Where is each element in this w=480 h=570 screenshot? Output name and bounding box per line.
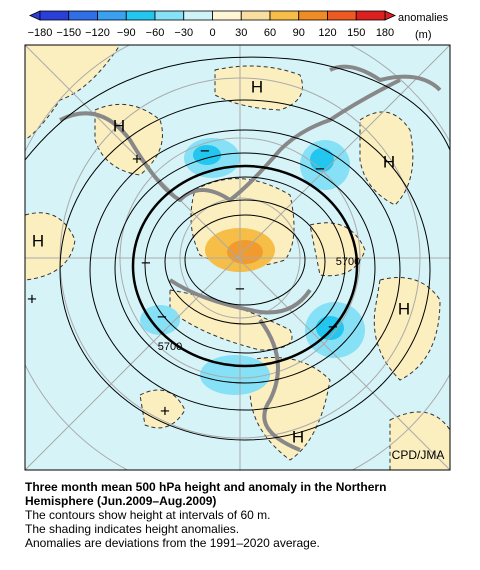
colorbar-bin bbox=[355, 10, 386, 21]
colorbar-bin bbox=[212, 10, 242, 21]
map-label: H bbox=[292, 427, 304, 446]
caption-text: The contours show height at intervals of… bbox=[25, 508, 320, 550]
map-ellipse bbox=[114, 152, 376, 384]
map-label: H bbox=[113, 116, 125, 135]
map-label: − bbox=[157, 307, 167, 326]
colorbar-bin bbox=[269, 10, 300, 21]
map-ellipse bbox=[131, 164, 359, 368]
colorbar-tick-label: −30 bbox=[174, 27, 193, 39]
colorbar-bin bbox=[298, 10, 328, 21]
map-label: H bbox=[251, 77, 263, 96]
map-ellipse bbox=[59, 99, 431, 441]
map-g: H H H H H H + + + − − − − − − bbox=[27, 77, 410, 446]
map-ellipse bbox=[310, 148, 334, 172]
colorbar-bin bbox=[154, 10, 185, 21]
map-g bbox=[59, 64, 442, 452]
caption-title: Three month mean 500 hPa height and anom… bbox=[25, 480, 386, 508]
colorbar: −180 −150 −120 −90 −60 −30 0 30 60 90 120 150 180 bbox=[28, 10, 396, 39]
figure: −180 −150 −120 −90 −60 −30 0 30 60 90 120 150 180 an… bbox=[24, 10, 451, 471]
map-label: − bbox=[200, 141, 210, 160]
map-path bbox=[373, 277, 441, 381]
map-ellipse bbox=[140, 305, 180, 335]
caption-title-line: Three month mean 500 hPa height and anom… bbox=[25, 480, 387, 494]
colorbar-tick-label: −180 bbox=[28, 27, 53, 39]
colorbar-tick-label: 60 bbox=[264, 27, 276, 39]
map-label: H bbox=[398, 299, 410, 318]
map-label: + bbox=[27, 289, 37, 308]
map-ellipse bbox=[144, 176, 346, 354]
colorbar-bin bbox=[97, 10, 127, 21]
colorbar-bin bbox=[183, 10, 213, 21]
map-ellipse bbox=[164, 199, 326, 325]
colorbar-arrow bbox=[29, 10, 41, 21]
colorbar-tick-label: −120 bbox=[85, 27, 110, 39]
colorbar-tick-label: 120 bbox=[318, 27, 336, 39]
colorbar-tick-label: 90 bbox=[293, 27, 305, 39]
colorbar-tick-label: 0 bbox=[209, 27, 215, 39]
map-path bbox=[258, 318, 301, 452]
map-line bbox=[25, 45, 450, 470]
map-label: H bbox=[383, 152, 395, 171]
colorbar-tick-label: −60 bbox=[146, 27, 165, 39]
colorbar-arrow bbox=[384, 10, 396, 21]
map-label: − bbox=[328, 317, 338, 336]
caption-line: The shading indicates height anomalies. bbox=[25, 522, 240, 536]
caption-line: Anomalies are deviations from the 1991–2… bbox=[25, 536, 320, 550]
map-path bbox=[59, 78, 401, 202]
map-label: H bbox=[32, 231, 44, 250]
map-g bbox=[25, 56, 450, 441]
map-ellipse bbox=[89, 129, 401, 411]
map-label: 5700 bbox=[158, 341, 182, 353]
map-label: − bbox=[315, 159, 325, 178]
colorbar-tick-label: −150 bbox=[56, 27, 81, 39]
colorbar-tick-label: −90 bbox=[117, 27, 136, 39]
map-path bbox=[214, 65, 303, 111]
colorbar-tick-label: 30 bbox=[235, 27, 247, 39]
map-label: 5700 bbox=[336, 256, 360, 268]
map-label: + bbox=[132, 149, 142, 168]
map-path bbox=[329, 64, 442, 92]
map-path bbox=[139, 389, 186, 429]
colorbar-bin bbox=[39, 10, 70, 21]
map: H H H H H H + + + − − − − − − 5700 5700 CPD/JMA bbox=[25, 45, 450, 470]
map-path bbox=[359, 111, 414, 206]
map-label: + bbox=[160, 401, 170, 420]
map-rect bbox=[24, 44, 451, 471]
map-path bbox=[168, 278, 312, 315]
map-path bbox=[25, 56, 450, 161]
map-label: − bbox=[235, 279, 245, 298]
map-ellipse bbox=[184, 214, 306, 306]
colorbar-bin bbox=[327, 10, 357, 21]
colorbar-bin bbox=[240, 10, 271, 21]
colorbar-bin bbox=[68, 10, 98, 21]
colorbar-bin bbox=[125, 10, 156, 21]
map-label: CPD/JMA bbox=[392, 448, 445, 462]
map-label: − bbox=[141, 253, 151, 272]
map-g: 5700 5700 bbox=[158, 256, 360, 353]
colorbar-tick-label: 180 bbox=[376, 27, 394, 39]
colorbar-title: anomalies bbox=[398, 12, 449, 24]
caption-title-line: Hemisphere (Jun.2009–Aug.2009) bbox=[25, 494, 217, 508]
caption-line: The contours show height at intervals of… bbox=[25, 508, 271, 522]
colorbar-tick-label: 150 bbox=[347, 27, 365, 39]
map-path bbox=[249, 357, 331, 461]
colorbar-unit: (m) bbox=[415, 29, 432, 41]
